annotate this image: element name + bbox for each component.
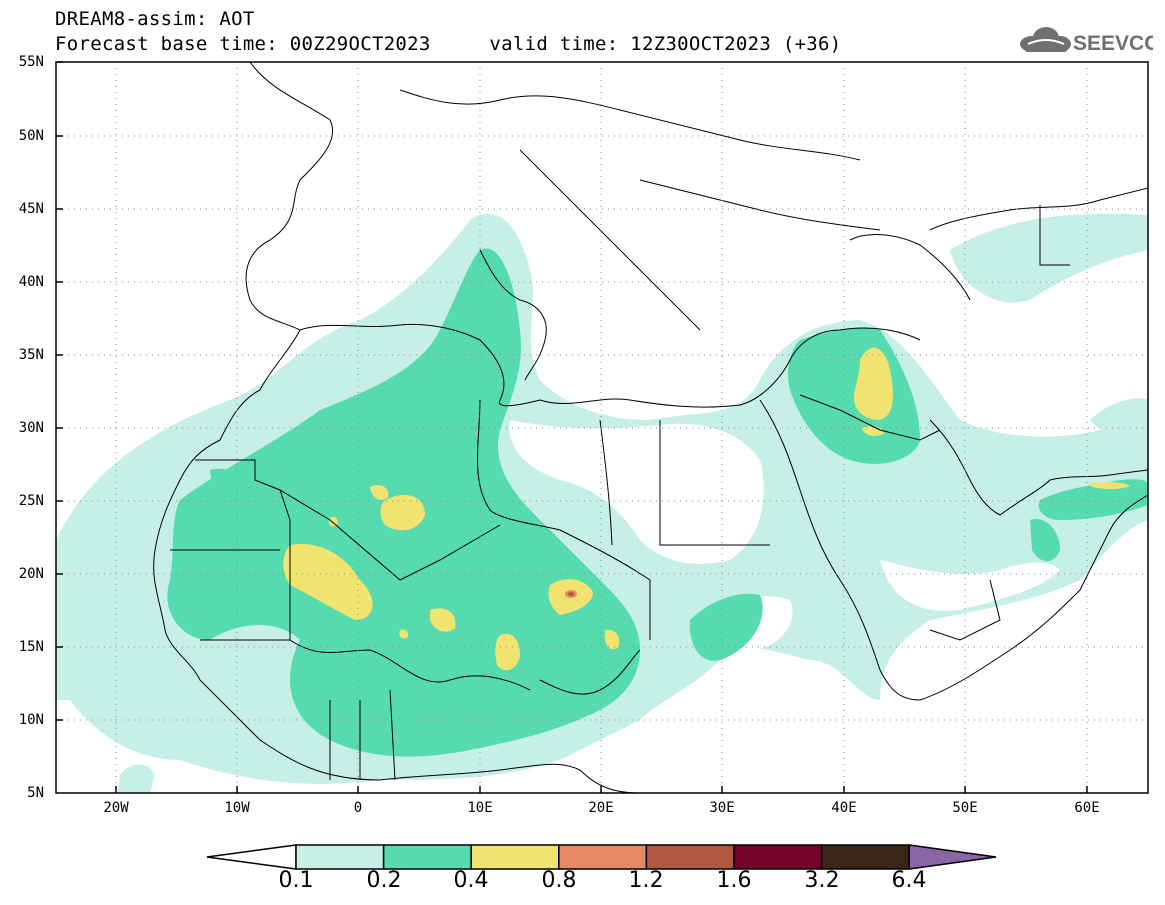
lon-label: 50E — [952, 800, 978, 816]
lat-label: 45N — [18, 201, 44, 217]
base-time: Forecast base time: 00Z29OCT2023 — [55, 33, 431, 55]
coastlines-borders — [153, 62, 1148, 793]
colorbar-label: 0.2 — [366, 868, 402, 893]
lat-label: 35N — [18, 347, 44, 363]
lat-label: 55N — [18, 54, 44, 70]
lon-label: 10E — [467, 800, 493, 816]
seevccc-logo: SEEVCCC — [1020, 27, 1153, 55]
lon-label: 20E — [588, 800, 614, 816]
colorbar-label: 6.4 — [891, 868, 927, 893]
aot-level-0-4 — [283, 347, 1130, 671]
colorbar-label: 1.2 — [628, 868, 664, 893]
lat-label: 40N — [18, 274, 44, 290]
logo-text: SEEVCCC — [1073, 32, 1153, 55]
lat-label: 10N — [18, 712, 44, 728]
lat-label: 5N — [27, 785, 44, 801]
lat-label: 30N — [18, 420, 44, 436]
map-title: DREAM8-assim: AOT — [55, 8, 255, 30]
lat-label: 20N — [18, 566, 44, 582]
lat-lon-grid — [56, 62, 1148, 793]
lat-label: 25N — [18, 493, 44, 509]
lon-label: 30E — [709, 800, 735, 816]
colorbar-label: 0.1 — [278, 868, 314, 893]
lon-label: 0 — [353, 800, 363, 816]
aot-level-0-8 — [565, 590, 577, 598]
forecast-times: Forecast base time: 00Z29OCT2023 valid t… — [55, 33, 842, 55]
colorbar-label: 0.4 — [453, 868, 489, 893]
lat-label: 15N — [18, 639, 44, 655]
lon-label: 20W — [103, 800, 129, 816]
lat-label: 50N — [18, 128, 44, 144]
colorbar-label: 3.2 — [804, 868, 840, 893]
lon-label: 60E — [1074, 800, 1100, 816]
lon-label: 40E — [831, 800, 857, 816]
valid-time: valid time: 12Z30OCT2023 (+36) — [489, 33, 842, 55]
axis-ticks — [56, 61, 1088, 793]
colorbar-label: 0.8 — [541, 868, 577, 893]
colorbar-label: 1.6 — [716, 868, 752, 893]
lon-label: 10W — [224, 800, 250, 816]
